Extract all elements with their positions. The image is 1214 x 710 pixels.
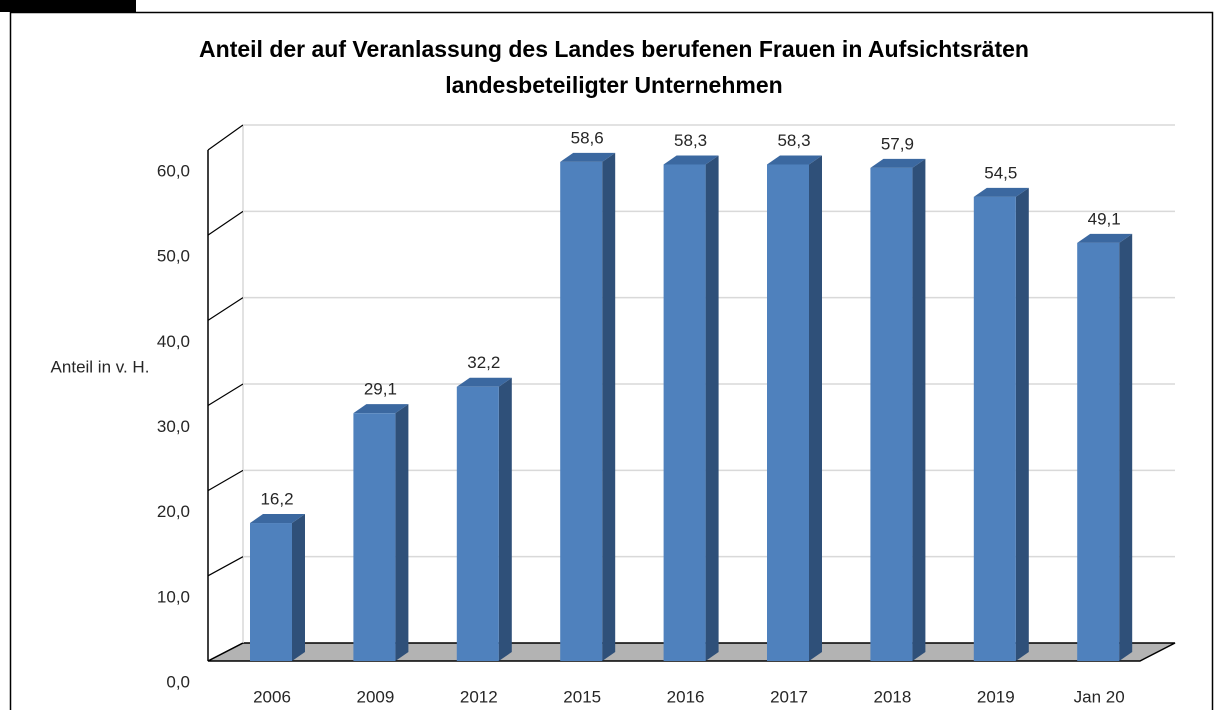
- bar-side: [1015, 187, 1029, 661]
- bar-side: [912, 158, 926, 661]
- bar-side: [705, 155, 719, 661]
- value-label: 54,5: [984, 163, 1017, 182]
- bar: [456, 386, 499, 661]
- tick-mark: [207, 210, 244, 236]
- y-tick-label: 10,0: [157, 587, 190, 606]
- bar-top: [973, 187, 1029, 197]
- x-tick-label: 2009: [356, 687, 394, 706]
- bar-side: [1119, 233, 1133, 661]
- bar-top: [1077, 233, 1133, 243]
- bar: [1077, 242, 1120, 661]
- value-label: 29,1: [364, 380, 397, 399]
- tick-mark: [207, 383, 244, 407]
- tick-mark: [207, 469, 244, 492]
- x-tick-label: 2019: [977, 687, 1015, 706]
- value-label: 49,1: [1088, 209, 1121, 228]
- bar: [870, 167, 913, 661]
- bar-top: [663, 155, 719, 165]
- bar-top: [560, 152, 616, 162]
- y-tick-label: 60,0: [157, 161, 190, 180]
- bar-side: [602, 152, 616, 661]
- bar: [973, 196, 1016, 661]
- value-label: 32,2: [467, 353, 500, 372]
- tick-mark: [207, 556, 244, 577]
- x-tick-label: 2015: [563, 687, 601, 706]
- value-label: 58,6: [571, 128, 604, 147]
- y-tick-label: 30,0: [157, 417, 190, 436]
- value-label: 58,3: [674, 131, 707, 150]
- tick-mark: [207, 642, 244, 662]
- tick-mark: [207, 124, 244, 151]
- x-tick-label: 2012: [460, 687, 498, 706]
- value-label: 57,9: [881, 134, 914, 153]
- tick-mark: [207, 297, 244, 321]
- y-axis-label: Anteil in v. H.: [51, 357, 150, 376]
- chart-title: landesbeteiligter Unternehmen: [445, 72, 782, 98]
- x-tick-label: 2017: [770, 687, 808, 706]
- chart-title: Anteil der auf Veranlassung des Landes b…: [199, 36, 1029, 62]
- bar: [250, 523, 292, 661]
- bar-side: [498, 377, 512, 661]
- bar-top: [353, 404, 409, 414]
- value-label: 16,2: [260, 490, 293, 509]
- bar: [663, 164, 706, 661]
- x-tick-label: 2006: [253, 687, 291, 706]
- value-label: 58,3: [777, 131, 810, 150]
- bar-top: [456, 377, 512, 387]
- x-tick-label: 2016: [667, 687, 705, 706]
- y-tick-label: 20,0: [157, 502, 190, 521]
- frame: [9, 11, 1214, 710]
- y-tick-label: 0,0: [166, 672, 190, 691]
- y-tick-label: 50,0: [157, 247, 190, 266]
- bar: [767, 164, 809, 661]
- bar-side: [395, 404, 409, 661]
- bar: [353, 413, 396, 661]
- y-tick-label: 40,0: [157, 332, 190, 351]
- x-tick-label: 2018: [873, 687, 911, 706]
- bar-side: [292, 514, 305, 661]
- bar-top: [767, 155, 822, 165]
- tab: [0, 0, 136, 12]
- bar-top: [870, 158, 926, 168]
- bar-side: [809, 155, 822, 661]
- x-tick-label: Jan 20: [1074, 687, 1125, 706]
- bar: [560, 161, 603, 661]
- bar-top: [250, 514, 305, 524]
